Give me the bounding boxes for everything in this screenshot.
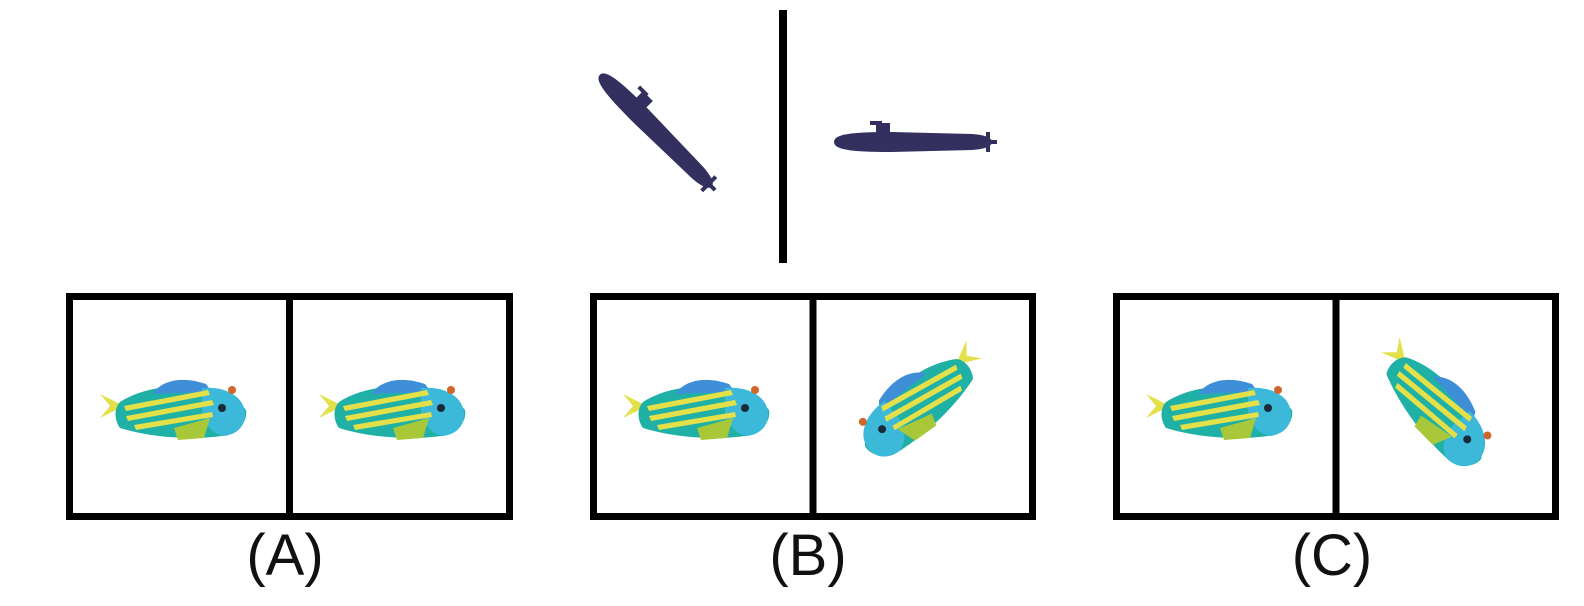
option-b[interactable]: (B): [590, 293, 1036, 589]
example-divider: [779, 10, 787, 263]
option-c[interactable]: (C): [1113, 293, 1559, 589]
option-b-label: (B): [769, 523, 846, 588]
example-left-submarine-icon: [592, 59, 730, 198]
option-c-label: (C): [1292, 523, 1373, 588]
option-a-label: (A): [246, 523, 323, 588]
example-pair: [592, 10, 997, 263]
option-a[interactable]: (A): [66, 293, 513, 589]
example-right-submarine-icon: [834, 121, 997, 152]
